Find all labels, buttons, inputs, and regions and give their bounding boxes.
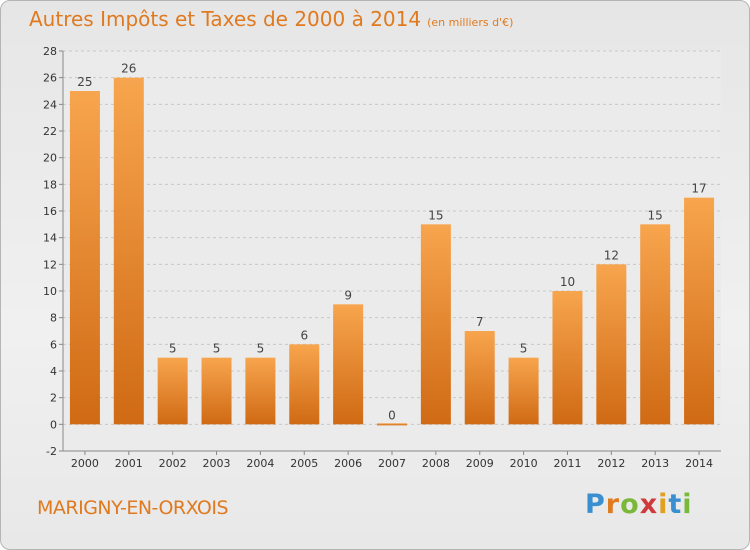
bar (201, 357, 232, 425)
y-tick-label: 8 (50, 312, 57, 325)
y-tick-label: 2 (50, 392, 57, 405)
x-tick-label: 2010 (510, 457, 538, 470)
data-label: 9 (344, 288, 352, 302)
bar (245, 357, 276, 425)
x-tick-label: 2008 (422, 457, 450, 470)
x-tick-label: 2000 (71, 457, 99, 470)
y-tick-label: 4 (50, 365, 57, 378)
data-label: 15 (428, 208, 443, 222)
data-label: 5 (257, 342, 265, 356)
y-tick-label: 18 (43, 178, 57, 191)
logo-letter: x (639, 489, 659, 520)
bar (289, 344, 320, 425)
data-label: 0 (388, 408, 396, 422)
x-tick-label: 2001 (115, 457, 143, 470)
data-label: 5 (169, 342, 177, 356)
x-tick-label: 2009 (466, 457, 494, 470)
proxiti-logo: Proxiti (585, 489, 693, 520)
y-tick-label: 0 (50, 418, 57, 431)
bar (596, 264, 627, 425)
bar (69, 91, 100, 425)
y-tick-label: 26 (43, 72, 57, 85)
bar (377, 423, 407, 426)
bar (508, 357, 539, 425)
logo-letter: r (605, 489, 621, 520)
bar (684, 197, 715, 425)
logo-letter: i (682, 489, 693, 520)
logo-letter: o (620, 489, 640, 520)
data-label: 12 (604, 248, 619, 262)
data-label: 7 (476, 315, 484, 329)
y-tick-label: 16 (43, 205, 57, 218)
bar (420, 224, 451, 425)
data-label: 5 (520, 342, 528, 356)
x-tick-label: 2004 (246, 457, 274, 470)
data-label: 17 (691, 182, 706, 196)
data-label: 26 (121, 62, 136, 76)
chart-subtitle: (en milliers d'€) (427, 16, 514, 29)
x-tick-label: 2012 (597, 457, 625, 470)
y-tick-label: 14 (43, 232, 57, 245)
y-tick-label: 20 (43, 152, 57, 165)
bar (157, 357, 188, 425)
y-tick-label: -2 (46, 445, 57, 458)
chart-title: Autres Impôts et Taxes de 2000 à 2014 (29, 7, 422, 31)
x-tick-label: 2007 (378, 457, 406, 470)
x-tick-label: 2014 (685, 457, 713, 470)
chart-title-block: Autres Impôts et Taxes de 2000 à 2014 (en… (29, 7, 513, 31)
y-tick-label: 24 (43, 98, 57, 111)
y-tick-label: 28 (43, 45, 57, 58)
data-label: 5 (213, 342, 221, 356)
x-tick-label: 2006 (334, 457, 362, 470)
x-tick-label: 2011 (553, 457, 581, 470)
x-tick-label: 2013 (641, 457, 669, 470)
x-tick-label: 2002 (159, 457, 187, 470)
logo-letter: i (658, 489, 669, 520)
bar (640, 224, 671, 425)
data-label: 10 (560, 275, 575, 289)
x-tick-label: 2003 (203, 457, 231, 470)
data-label: 6 (300, 328, 308, 342)
bar (552, 291, 583, 425)
commune-name: MARIGNY-EN-ORXOIS (37, 497, 229, 519)
logo-letter: t (668, 489, 683, 520)
bar (113, 77, 144, 425)
data-label: 15 (648, 208, 663, 222)
y-tick-label: 12 (43, 258, 57, 271)
data-label: 25 (77, 75, 92, 89)
x-tick-label: 2005 (290, 457, 318, 470)
y-tick-label: 6 (50, 338, 57, 351)
y-tick-label: 22 (43, 125, 57, 138)
bar (464, 331, 495, 425)
y-tick-label: 10 (43, 285, 57, 298)
logo-letter: P (585, 489, 606, 520)
bar (333, 304, 364, 425)
